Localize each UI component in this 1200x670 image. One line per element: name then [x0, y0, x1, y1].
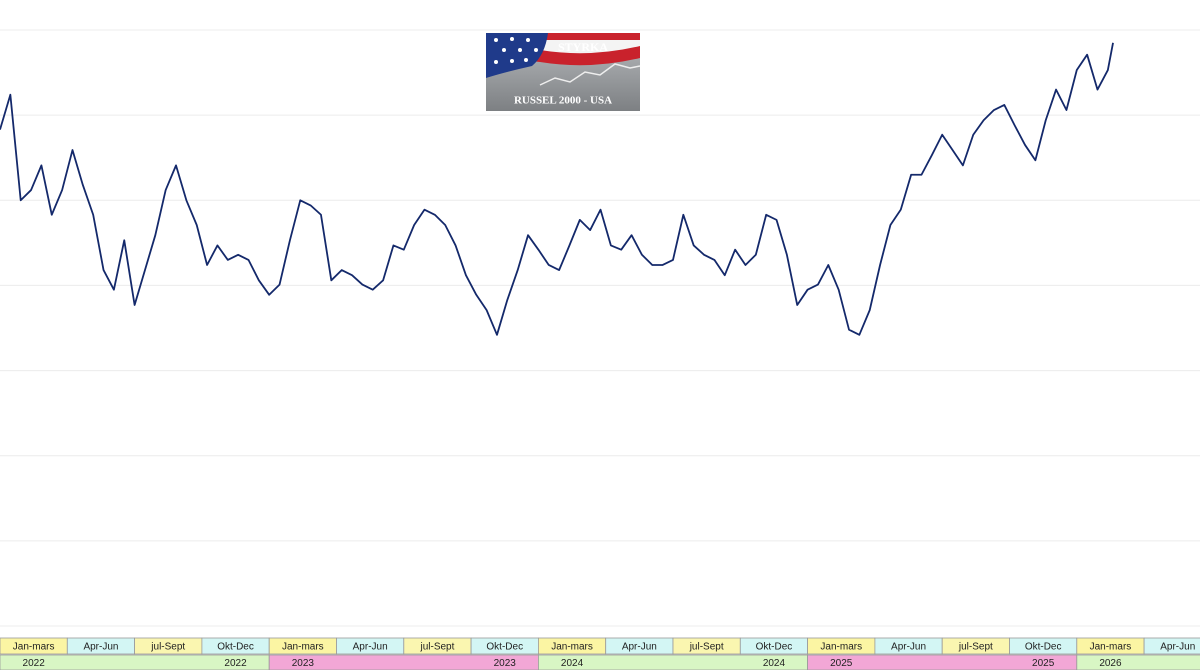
logo: STYRKA RUSSEL 2000 - USA — [486, 33, 641, 111]
logo-sparkline — [539, 63, 641, 86]
quarter-label: jul-Sept — [958, 642, 993, 653]
logo-title: STYRKA — [558, 40, 608, 54]
quarter-cell — [1143, 637, 1200, 655]
quarter-label: Jan-mars — [551, 642, 593, 653]
grid — [0, 29, 1200, 627]
quarter-label: Jan-mars — [820, 642, 862, 653]
year-label: 2023 — [494, 658, 517, 669]
quarter-label: jul-Sept — [150, 642, 185, 653]
year-label: 2022 — [224, 658, 247, 669]
quarter-label: Apr-Jun — [622, 642, 657, 653]
year-label: 2022 — [23, 658, 46, 669]
year-label: 2026 — [1099, 658, 1122, 669]
logo-canton — [486, 33, 548, 78]
year-label: 2025 — [1032, 658, 1055, 669]
quarter-label: Okt-Dec — [217, 642, 254, 653]
quarter-label: Okt-Dec — [756, 642, 793, 653]
logo-stars — [494, 37, 538, 64]
quarter-label: Apr-Jun — [83, 642, 118, 653]
year-label: 2023 — [292, 658, 315, 669]
year-label: 2024 — [763, 658, 786, 669]
quarter-label: Apr-Jun — [353, 642, 388, 653]
quarter-label: Jan-mars — [13, 642, 55, 653]
logo-subtitle: RUSSEL 2000 - USA — [514, 95, 612, 107]
year-label: 2024 — [561, 658, 584, 669]
quarter-label: Okt-Dec — [1025, 642, 1062, 653]
quarter-label: Apr-Jun — [891, 642, 926, 653]
price-line — [0, 42, 1114, 336]
quarter-label: Okt-Dec — [486, 642, 523, 653]
quarter-label: Jan-mars — [1090, 642, 1132, 653]
quarter-label: Apr-Jun — [1160, 642, 1195, 653]
plot — [0, 42, 1114, 336]
year-cell — [1076, 654, 1200, 670]
year-label: 2025 — [830, 658, 853, 669]
quarter-label: jul-Sept — [689, 642, 724, 653]
quarter-label: jul-Sept — [419, 642, 454, 653]
period-band: Jan-mars Apr-Jun jul-Sept Okt-Dec Jan-mars Ap… — [0, 637, 1200, 670]
quarter-label: Jan-mars — [282, 642, 324, 653]
